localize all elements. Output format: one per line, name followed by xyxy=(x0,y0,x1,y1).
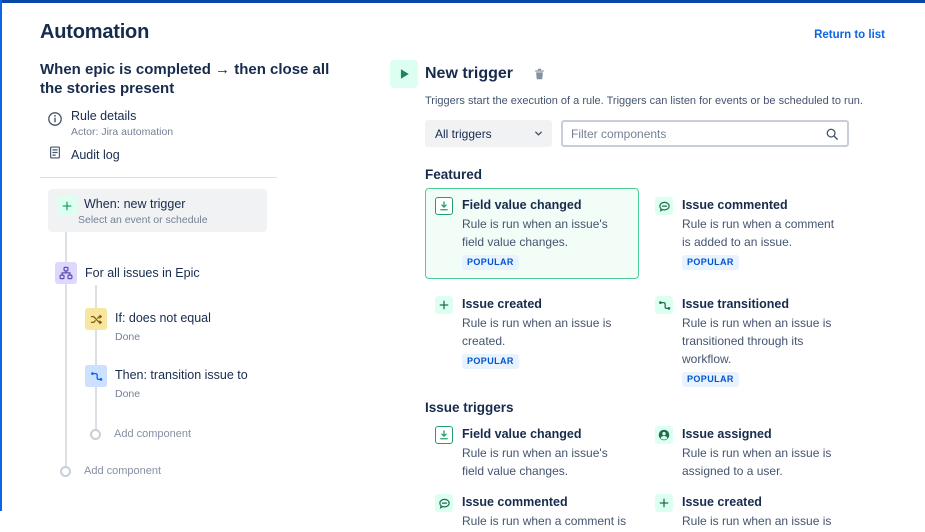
tree-node-trigger[interactable]: When: new trigger Select an event or sch… xyxy=(48,189,267,232)
filter-components-box xyxy=(561,120,849,147)
tree-node-branch[interactable]: For all issues in Epic xyxy=(55,262,200,284)
filter-components-input[interactable] xyxy=(571,126,825,141)
tree-connector-inner xyxy=(95,285,97,434)
card-title: Issue transitioned xyxy=(682,297,789,311)
assignee-icon xyxy=(655,426,673,444)
section-heading-issue-triggers: Issue triggers xyxy=(425,400,514,415)
popular-badge: POPULAR xyxy=(682,255,739,270)
rule-name: When epic is completed → then close all … xyxy=(40,61,330,97)
tree-node-condition[interactable]: If: does not equal Done xyxy=(85,308,211,343)
tree-connector-outer xyxy=(65,232,67,471)
card-title: Field value changed xyxy=(462,427,582,441)
trigger-card-issue-created[interactable]: Issue created Rule is run when an issue … xyxy=(425,287,639,396)
play-icon xyxy=(390,60,418,88)
card-description: Rule is run when a comment is added to a… xyxy=(462,514,627,528)
sidebar-item-audit-log[interactable]: Audit log xyxy=(48,145,120,165)
trash-icon xyxy=(535,68,544,80)
card-title: Issue created xyxy=(462,297,542,311)
card-title: Issue commented xyxy=(682,198,788,212)
page-title: Automation xyxy=(40,21,150,43)
rule-details-label: Rule details xyxy=(71,109,137,123)
card-title: Issue commented xyxy=(462,495,568,509)
panel-header: New trigger xyxy=(390,60,870,88)
popular-badge: POPULAR xyxy=(682,372,739,387)
issue-triggers-grid: Field value changed Rule is run when an … xyxy=(425,419,870,532)
add-component-label: Add component xyxy=(114,428,192,440)
transition-icon xyxy=(85,365,107,387)
audit-log-label: Audit log xyxy=(71,148,120,162)
card-description: Rule is run when an issue is created. xyxy=(462,316,612,348)
trigger-card-issue-commented[interactable]: Issue commented Rule is run when a comme… xyxy=(645,188,855,279)
workflow-icon xyxy=(655,296,673,314)
card-description: Rule is run when an issue's field value … xyxy=(462,446,608,478)
tree-node-branch-label: For all issues in Epic xyxy=(85,266,200,280)
search-icon xyxy=(826,128,838,140)
card-description: Rule is run when an issue is assigned to… xyxy=(682,446,832,478)
dropdown-value: All triggers xyxy=(435,126,492,141)
trigger-card-issue-created[interactable]: Issue created Rule is run when an issue … xyxy=(645,487,855,532)
comment-icon xyxy=(655,197,673,215)
popular-badge: POPULAR xyxy=(462,354,519,369)
add-component-inner[interactable]: Add component xyxy=(90,428,191,440)
section-heading-featured: Featured xyxy=(425,167,483,182)
trigger-type-dropdown[interactable]: All triggers xyxy=(425,120,552,147)
trigger-card-issue-transitioned[interactable]: Issue transitioned Rule is run when an i… xyxy=(645,287,855,396)
popular-badge: POPULAR xyxy=(462,255,519,270)
trigger-card-field-value-changed[interactable]: Field value changed Rule is run when an … xyxy=(425,419,639,487)
chevron-down-icon xyxy=(535,131,542,136)
add-component-outer[interactable]: Add component xyxy=(60,465,161,477)
trigger-picker-panel: New trigger Triggers start the execution… xyxy=(390,60,870,532)
card-title: Issue created xyxy=(682,495,762,509)
field-value-changed-icon xyxy=(435,426,453,444)
create-icon xyxy=(435,296,453,314)
trigger-card-issue-assigned[interactable]: Issue assigned Rule is run when an issue… xyxy=(645,419,855,487)
card-description: Rule is run when an issue is created. xyxy=(682,514,832,528)
add-component-label: Add component xyxy=(84,465,162,477)
branch-icon xyxy=(55,262,77,284)
sidebar-divider xyxy=(40,177,277,178)
trigger-card-field-value-changed[interactable]: Field value changed Rule is run when an … xyxy=(425,188,639,279)
add-circle-icon xyxy=(90,428,101,440)
featured-grid: Field value changed Rule is run when an … xyxy=(425,188,870,396)
card-title: Issue assigned xyxy=(682,427,772,441)
sidebar-item-rule-details[interactable]: Rule details Actor: Jira automation xyxy=(47,109,173,138)
page-left-accent xyxy=(0,0,2,511)
field-value-changed-icon xyxy=(435,197,453,215)
tree-node-trigger-label: When: new trigger xyxy=(84,197,186,211)
create-icon xyxy=(655,494,673,512)
page-top-accent xyxy=(0,0,925,3)
tree-node-condition-sub: Done xyxy=(115,331,141,343)
tree-node-condition-label: If: does not equal xyxy=(115,311,211,325)
tree-node-trigger-sub: Select an event or schedule xyxy=(78,214,208,226)
delete-trigger-button[interactable] xyxy=(533,67,546,81)
shuffle-icon xyxy=(85,308,107,330)
card-description: Rule is run when a comment is added to a… xyxy=(682,217,835,249)
comment-icon xyxy=(435,494,453,512)
panel-description: Triggers start the execution of a rule. … xyxy=(425,95,863,107)
info-icon xyxy=(47,111,63,138)
tree-node-action-sub: Done xyxy=(115,388,141,400)
card-title: Field value changed xyxy=(462,198,582,212)
panel-title: New trigger xyxy=(425,65,514,82)
add-circle-icon xyxy=(60,465,71,477)
filter-row: All triggers xyxy=(425,120,870,147)
card-description: Rule is run when an issue's field value … xyxy=(462,217,608,249)
card-description: Rule is run when an issue is transitione… xyxy=(682,316,832,366)
tree-node-action-label: Then: transition issue to xyxy=(115,368,248,382)
trigger-card-issue-commented[interactable]: Issue commented Rule is run when a comme… xyxy=(425,487,639,532)
plus-icon xyxy=(57,196,77,216)
audit-log-icon xyxy=(48,145,62,165)
rule-actor-label: Actor: Jira automation xyxy=(71,126,174,138)
tree-node-action[interactable]: Then: transition issue to Done xyxy=(85,365,248,400)
return-to-list-link[interactable]: Return to list xyxy=(814,29,885,41)
